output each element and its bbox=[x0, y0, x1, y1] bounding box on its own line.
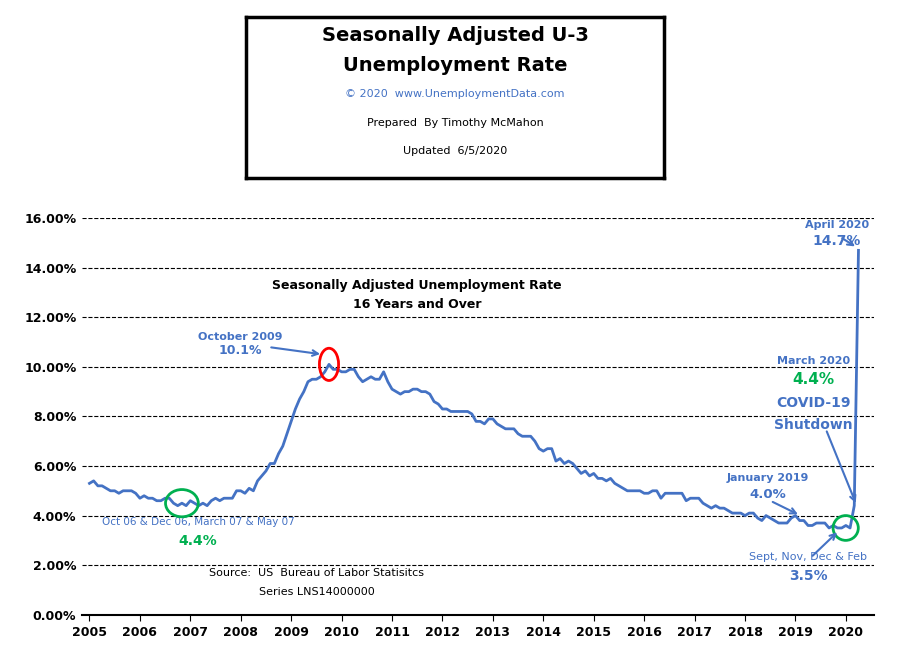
Text: 4.4%: 4.4% bbox=[178, 534, 217, 549]
Text: 10.1%: 10.1% bbox=[219, 344, 262, 358]
Text: © 2020  www.UnemploymentData.com: © 2020 www.UnemploymentData.com bbox=[345, 89, 565, 99]
Text: Oct 06 & Dec 06, March 07 & May 07: Oct 06 & Dec 06, March 07 & May 07 bbox=[102, 518, 294, 527]
Text: 4.4%: 4.4% bbox=[792, 372, 834, 387]
Text: January 2019: January 2019 bbox=[726, 473, 809, 483]
Text: 3.5%: 3.5% bbox=[789, 569, 827, 583]
Text: 16 Years and Over: 16 Years and Over bbox=[353, 298, 481, 311]
Text: October 2009: October 2009 bbox=[198, 332, 283, 342]
Text: Sept, Nov, Dec & Feb: Sept, Nov, Dec & Feb bbox=[749, 552, 867, 563]
Text: Prepared  By Timothy McMahon: Prepared By Timothy McMahon bbox=[367, 118, 543, 128]
Text: March 2020: March 2020 bbox=[776, 356, 850, 366]
Text: 14.7%: 14.7% bbox=[813, 235, 861, 249]
Text: 4.0%: 4.0% bbox=[749, 488, 786, 501]
Text: Seasonally Adjusted U-3: Seasonally Adjusted U-3 bbox=[321, 26, 589, 46]
Text: Updated  6/5/2020: Updated 6/5/2020 bbox=[403, 146, 507, 156]
Text: Shutdown: Shutdown bbox=[774, 418, 853, 432]
Text: Seasonally Adjusted Unemployment Rate: Seasonally Adjusted Unemployment Rate bbox=[272, 278, 562, 292]
Text: Unemployment Rate: Unemployment Rate bbox=[343, 56, 567, 75]
Text: Source:  US  Bureau of Labor Statisitcs: Source: US Bureau of Labor Statisitcs bbox=[209, 568, 424, 578]
Text: Series LNS14000000: Series LNS14000000 bbox=[258, 588, 374, 598]
Text: COVID-19: COVID-19 bbox=[776, 395, 850, 410]
Text: April 2020: April 2020 bbox=[804, 220, 869, 230]
